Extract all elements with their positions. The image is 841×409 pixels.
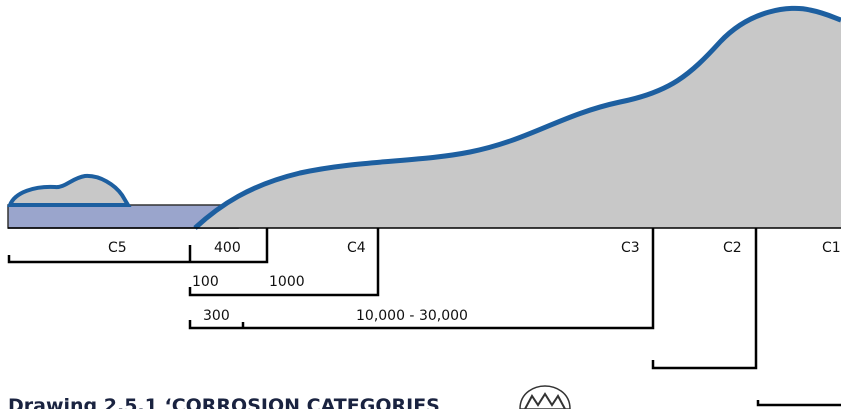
bracket-c1 xyxy=(758,400,841,405)
label: 10,000 - 30,000 xyxy=(356,308,468,324)
label: C1 xyxy=(822,240,841,256)
caption: Drawing 2.5.1 ‘CORROSION CATEGORIES xyxy=(8,395,440,409)
logo xyxy=(520,386,570,409)
label: 1000 xyxy=(269,274,305,290)
label: C2 xyxy=(723,240,742,256)
label: 100 xyxy=(192,274,219,290)
label: C4 xyxy=(347,240,366,256)
label: 400 xyxy=(214,240,241,256)
label: C3 xyxy=(621,240,640,256)
island xyxy=(10,176,128,205)
land xyxy=(195,8,841,228)
label: C5 xyxy=(108,240,127,256)
diagram: C5 400 C4 C3 C2 C1 100 1000 300 10,000 -… xyxy=(0,0,841,409)
label: 300 xyxy=(203,308,230,324)
